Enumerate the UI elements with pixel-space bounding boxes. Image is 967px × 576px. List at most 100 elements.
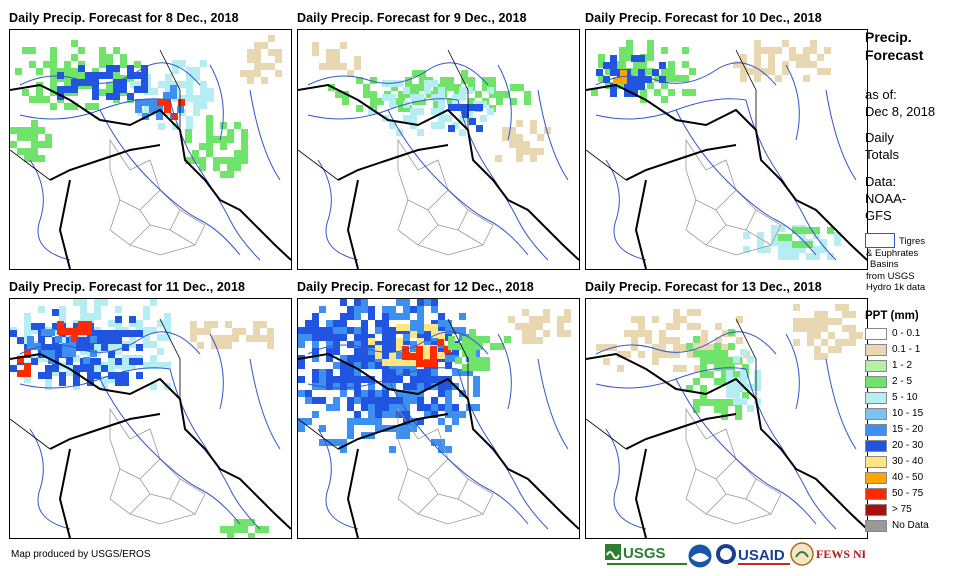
precip-cell [232,335,239,342]
precip-cell [735,406,742,413]
precip-cell [721,406,728,413]
precip-cell [106,61,113,68]
basin-line: Basins [870,259,899,270]
precip-cell [462,111,469,118]
precip-cell [820,239,827,246]
precip-cell [659,330,666,337]
precip-cell [728,357,735,364]
precip-cell [510,84,517,91]
precip-cell [150,355,157,362]
precip-cell [740,68,747,75]
precip-cell [743,232,750,239]
precip-cell [757,232,764,239]
precip-cell [45,376,52,383]
precip-cell [396,80,403,87]
precip-cell [619,61,626,68]
precip-cell [509,134,516,141]
precip-cell [707,357,714,364]
precip-cell [389,352,396,359]
legend-label: No Data [892,520,929,531]
basin-line [675,378,817,525]
province-border [427,458,469,500]
precip-cell [347,432,354,439]
basin-swatch [865,233,895,248]
precip-cell [659,62,666,69]
precip-cell [368,355,375,362]
precip-cell [543,330,550,337]
precip-cell [59,372,66,379]
precip-cell [410,320,417,327]
precip-cell [603,344,610,351]
precip-cell [71,86,78,93]
country-border [586,352,867,530]
precip-cell [99,89,106,96]
precip-cell [319,327,326,334]
precip-cell [136,320,143,327]
precip-cell [87,313,94,320]
precip-cell [757,239,764,246]
precip-cell [382,355,389,362]
precip-cell [122,330,129,337]
precip-cell [38,155,45,162]
precip-cell [92,79,99,86]
precip-cell [473,376,480,383]
precip-cell [186,67,193,74]
precip-cell [455,357,462,364]
precip-cell [424,352,431,359]
precip-cell [403,313,410,320]
country-border [634,448,647,538]
precip-cell [101,337,108,344]
precip-cell [431,369,438,376]
precip-cell [197,342,204,349]
precip-cell [603,76,610,83]
precip-cell [430,346,437,353]
precip-cell [64,82,71,89]
precip-cell [455,343,462,350]
precip-cell [543,316,550,323]
precip-cell [842,339,849,346]
precip-cell [312,397,319,404]
legend-item: 0.1 - 1 [865,343,965,358]
precip-cell [820,246,827,253]
precip-cell [347,369,354,376]
precip-cell [178,99,185,106]
precip-cell [849,325,856,332]
precip-cell [403,341,410,348]
legend-swatch [865,376,887,388]
precip-cell [673,309,680,316]
precip-cell [143,313,150,320]
precip-cell [807,339,814,346]
precip-cell [347,306,354,313]
precip-cell [73,355,80,362]
precip-cell [108,320,115,327]
precip-cell [260,335,267,342]
legend-swatch [865,456,887,468]
precip-cell [638,351,645,358]
precip-cell [824,68,831,75]
precip-cell [319,425,326,432]
country-border [298,149,339,181]
precip-cell [45,365,52,372]
precip-cell [807,332,814,339]
precip-cell [647,68,654,75]
precip-cell [459,369,466,376]
panel-title: Daily Precip. Forecast for 12 Dec., 2018 [297,280,534,294]
precip-cell [452,411,459,418]
precip-cell [761,68,768,75]
precip-cell [603,62,610,69]
precip-cell [747,384,754,391]
precip-cell [45,383,52,390]
precip-cell [361,432,368,439]
precip-cell [227,171,234,178]
precip-cell [624,83,631,90]
precip-cell [106,65,113,72]
precip-cell [445,446,452,453]
precip-cell [775,47,782,54]
precip-cell [179,95,186,102]
precip-cell [275,56,282,63]
precip-cell [624,351,631,358]
precip-cell [347,341,354,348]
precip-cell [673,365,680,372]
precip-cell [459,115,466,122]
precip-cell [382,327,389,334]
